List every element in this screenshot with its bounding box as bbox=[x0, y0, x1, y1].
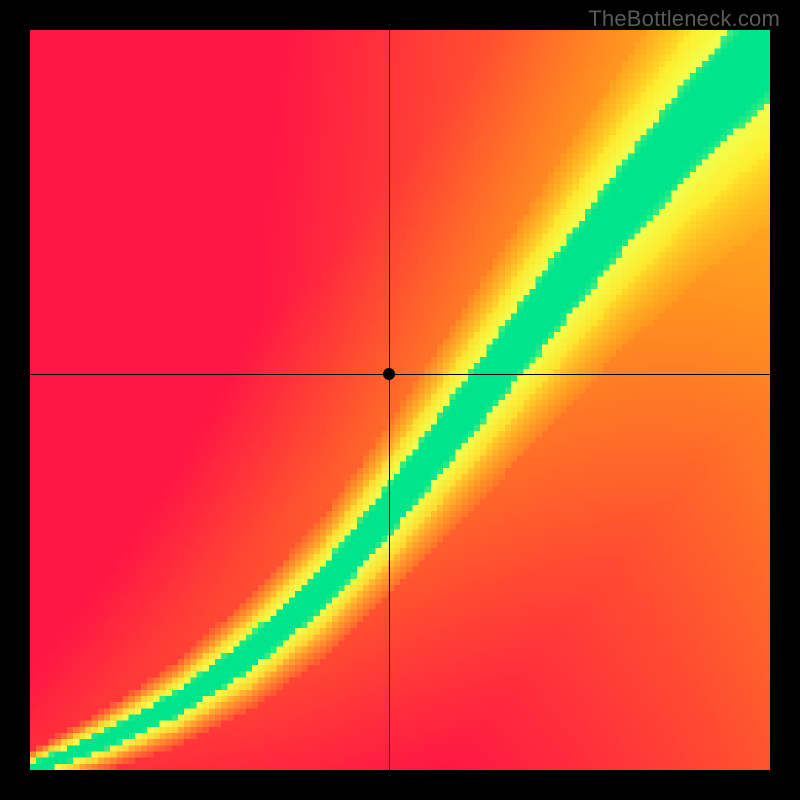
heatmap-canvas bbox=[30, 30, 770, 770]
crosshair-vertical bbox=[389, 30, 390, 770]
crosshair-horizontal bbox=[30, 374, 770, 375]
watermark-text: TheBottleneck.com bbox=[588, 6, 780, 32]
crosshair-marker bbox=[383, 368, 395, 380]
chart-container: TheBottleneck.com bbox=[0, 0, 800, 800]
plot-area bbox=[30, 30, 770, 770]
